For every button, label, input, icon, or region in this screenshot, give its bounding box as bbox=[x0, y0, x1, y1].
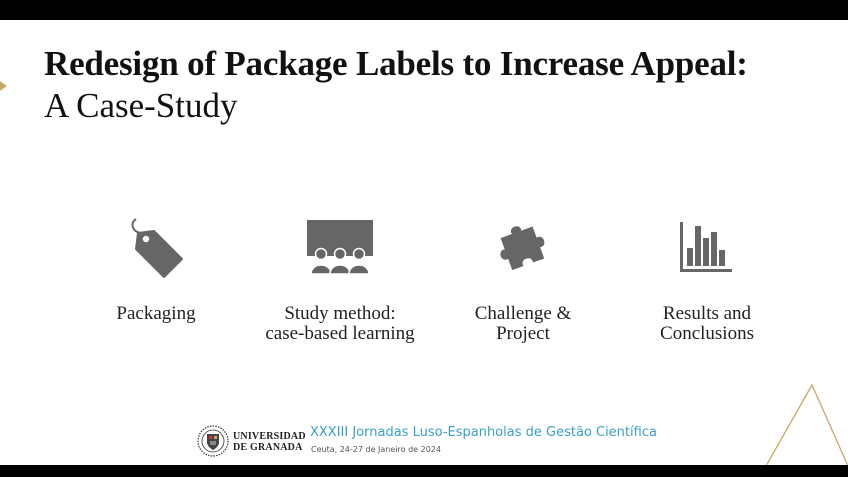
feature-label: Results and Conclusions bbox=[660, 303, 754, 344]
feature-label: Study method: case-based learning bbox=[265, 303, 415, 344]
feature-results-conclusions: Results and Conclusions bbox=[607, 215, 807, 344]
price-tag-icon bbox=[56, 215, 256, 279]
conference-title: XXXIII Jornadas Luso-Espanholas de Gestã… bbox=[310, 425, 657, 440]
bar-chart-icon bbox=[607, 215, 807, 279]
university-name-line1: UNIVERSIDAD bbox=[233, 431, 306, 442]
decorative-gold-triangle bbox=[765, 383, 848, 466]
audience-presentation-icon bbox=[240, 215, 440, 279]
bottom-black-bar bbox=[0, 465, 848, 477]
university-seal-logo bbox=[197, 425, 229, 457]
top-black-bar bbox=[0, 0, 848, 20]
feature-label: Challenge & Project bbox=[474, 303, 572, 344]
slide-title: Redesign of Package Labels to Increase A… bbox=[44, 44, 748, 83]
university-name: UNIVERSIDAD DE GRANADA bbox=[233, 431, 306, 453]
feature-challenge-project: Challenge & Project bbox=[423, 215, 623, 344]
puzzle-piece-icon bbox=[423, 215, 623, 279]
feature-study-method: Study method: case-based learning bbox=[240, 215, 440, 344]
feature-packaging: Packaging bbox=[56, 215, 256, 324]
slide-subtitle: A Case-Study bbox=[44, 86, 238, 125]
feature-label: Packaging bbox=[116, 303, 196, 324]
conference-subtitle: Ceuta, 24-27 de Janeiro de 2024 bbox=[311, 445, 441, 454]
university-name-line2: DE GRANADA bbox=[233, 442, 303, 453]
left-gold-triangle bbox=[0, 81, 7, 91]
